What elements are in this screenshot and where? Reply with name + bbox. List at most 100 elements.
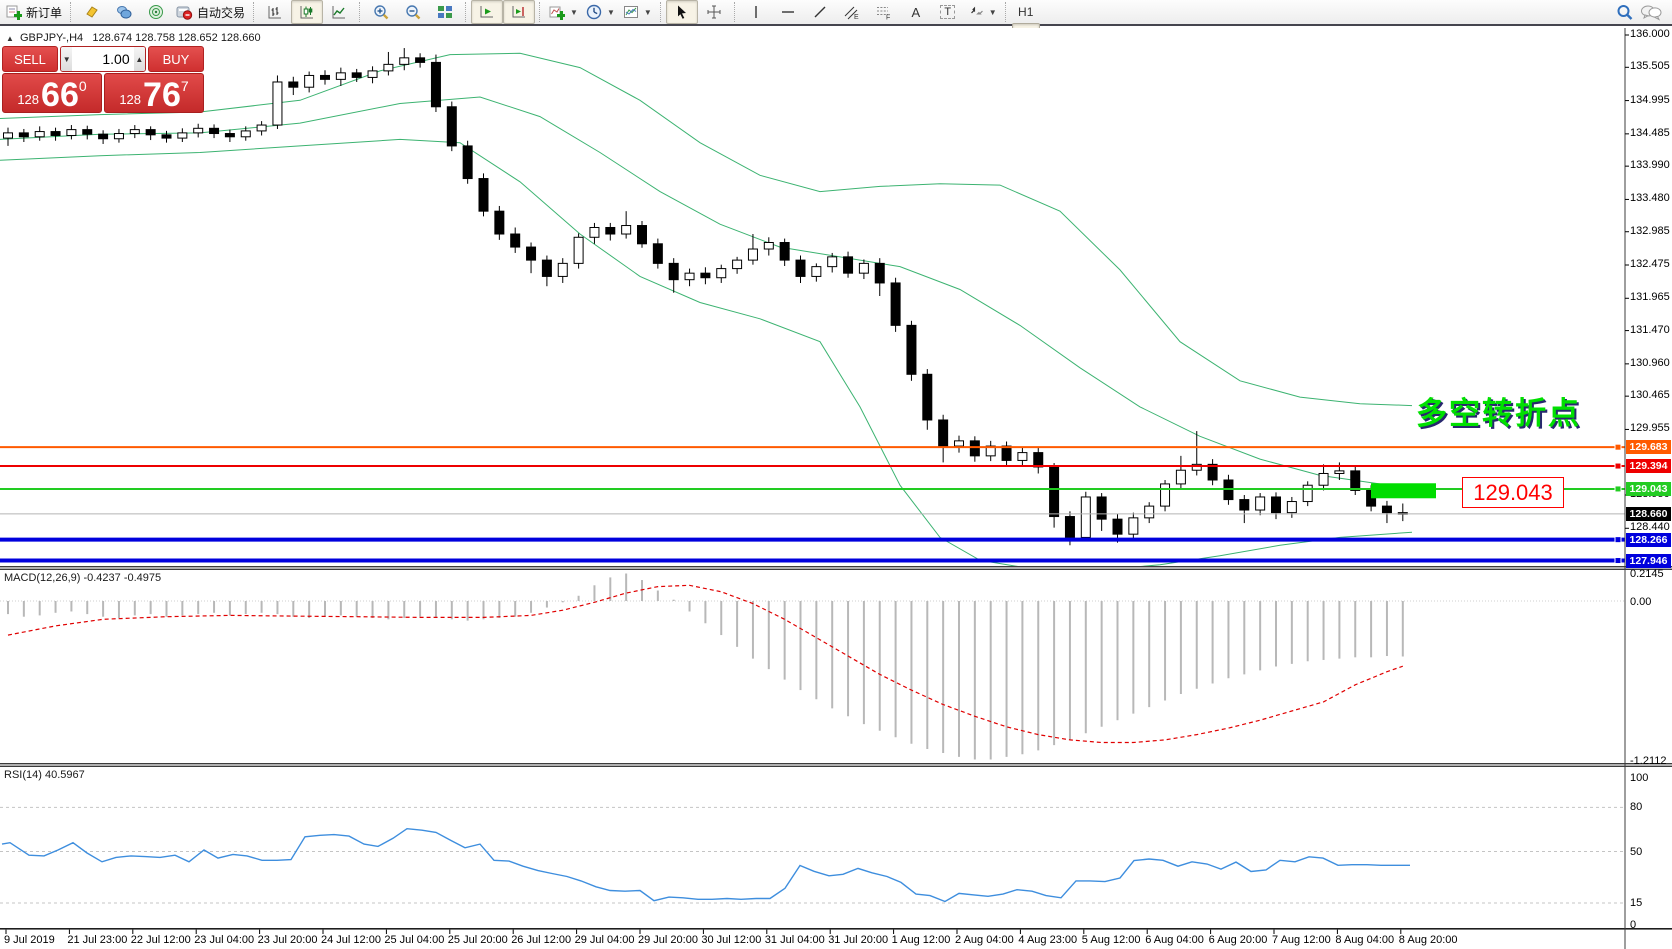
price-line-label[interactable]: 129.683 <box>1626 440 1671 455</box>
trendline-tool[interactable] <box>804 0 836 24</box>
symbol-ohlc: 128.674 128.758 128.652 128.660 <box>92 32 261 44</box>
horizontal-line-tool[interactable] <box>772 0 804 24</box>
text-tool[interactable]: A <box>900 0 932 24</box>
market-watch-button[interactable] <box>76 0 108 24</box>
time-axis-label: 6 Aug 04:00 <box>1145 934 1204 946</box>
periods-icon <box>586 4 602 20</box>
price-line-label[interactable]: 128.266 <box>1626 532 1671 547</box>
candle <box>1175 455 1186 490</box>
toolbar-right-group <box>1616 4 1670 21</box>
sell-price[interactable]: 128 66 0 <box>2 73 102 113</box>
buy-price[interactable]: 128 76 7 <box>104 73 204 113</box>
candle <box>1255 493 1266 516</box>
price-line-label[interactable]: 127.946 <box>1626 553 1671 568</box>
buy-button[interactable]: BUY <box>148 46 204 72</box>
periods-button[interactable]: ▼ <box>582 0 619 24</box>
arrows-tool[interactable]: ▼ <box>964 0 1001 24</box>
buy-price-big: 76 <box>143 76 181 114</box>
text-label-tool[interactable]: T <box>932 0 964 24</box>
sonar-button[interactable] <box>140 0 172 24</box>
line-handle[interactable] <box>1614 485 1622 493</box>
toolbar: 新订单 自动交易 <box>0 0 1672 107</box>
price-line-label[interactable]: 129.394 <box>1626 459 1671 474</box>
toolbar-separator <box>70 2 72 22</box>
price-axis-tick: 132.475 <box>1630 258 1670 270</box>
auto-scroll-button[interactable] <box>471 0 504 24</box>
candle <box>256 121 267 136</box>
time-axis-label: 5 Aug 12:00 <box>1081 934 1141 946</box>
chart-canvas[interactable] <box>0 28 1672 949</box>
channel-tool[interactable]: E <box>836 0 868 24</box>
macd-pane[interactable] <box>0 573 1625 760</box>
candle <box>1271 492 1281 520</box>
auto-scroll-icon <box>479 4 495 20</box>
toolbar-separator <box>359 2 361 22</box>
candle <box>383 51 394 76</box>
candle <box>1302 481 1313 507</box>
new-order-icon <box>6 4 22 20</box>
candle <box>193 123 204 138</box>
pane-separator[interactable] <box>0 568 1672 570</box>
volume-decrease-button[interactable]: ▼ <box>61 47 73 71</box>
candlestick-chart-button[interactable] <box>291 0 324 24</box>
auto-trading-button[interactable]: 自动交易 <box>172 0 249 24</box>
vertical-line-tool[interactable] <box>740 0 772 24</box>
zoom-in-button[interactable] <box>365 0 397 24</box>
pane-separator[interactable] <box>0 763 1672 765</box>
zoom-out-icon <box>405 4 422 20</box>
crosshair-button[interactable] <box>698 0 730 24</box>
bar-chart-icon <box>267 4 283 20</box>
templates-button[interactable]: ▼ <box>619 0 656 24</box>
candle <box>304 71 315 93</box>
tile-windows-button[interactable] <box>429 0 461 24</box>
candle <box>827 252 838 273</box>
channel-icon: E <box>843 4 860 20</box>
current-price-label: 128.660 <box>1626 506 1671 521</box>
toolbar-separator <box>733 2 736 22</box>
candle <box>1350 465 1361 496</box>
indicators-button[interactable]: ▼ <box>545 0 582 24</box>
new-order-button[interactable]: 新订单 <box>2 0 66 24</box>
candle <box>779 238 790 266</box>
price-axis-tick: 136.000 <box>1630 28 1670 40</box>
pane-separator[interactable] <box>0 765 1672 767</box>
bar-chart-button[interactable] <box>259 0 291 24</box>
fibonacci-icon: F <box>875 4 892 20</box>
rsi-pane[interactable] <box>0 806 1625 904</box>
line-handle[interactable] <box>1614 462 1622 470</box>
cursor-button[interactable] <box>665 0 698 24</box>
chart-area[interactable]: ▲ GBPJPY-,H4 128.674 128.758 128.652 128… <box>0 28 1672 949</box>
line-handle[interactable] <box>1614 557 1622 565</box>
candle <box>3 127 13 146</box>
time-axis-label: 2 Aug 04:00 <box>955 934 1014 946</box>
price-pane[interactable] <box>0 48 1413 570</box>
profile-button[interactable] <box>108 0 140 24</box>
highlight-rectangle[interactable] <box>1371 483 1436 499</box>
volume-increase-button[interactable]: ▲ <box>133 47 145 71</box>
search-icon[interactable] <box>1616 4 1634 21</box>
timeframe-button-h1[interactable]: H1 <box>1018 5 1034 19</box>
rsi-scale-label: 100 <box>1630 772 1649 784</box>
sell-button[interactable]: SELL <box>2 46 58 72</box>
volume-input[interactable] <box>72 47 134 71</box>
candle <box>843 251 854 278</box>
candle <box>1080 491 1091 542</box>
price-line-label[interactable]: 129.043 <box>1626 481 1671 496</box>
line-handle[interactable] <box>1614 536 1622 544</box>
zoom-out-button[interactable] <box>397 0 429 24</box>
fibonacci-tool[interactable]: F <box>868 0 900 24</box>
line-chart-button[interactable] <box>323 0 355 24</box>
price-callout-box[interactable]: 129.043 <box>1462 477 1564 508</box>
sell-price-sup: 0 <box>78 78 87 94</box>
candle <box>1001 441 1012 467</box>
price-axis-tick: 129.955 <box>1630 422 1670 435</box>
time-axis-label: 7 Aug 12:00 <box>1272 934 1331 946</box>
line-handle[interactable] <box>1614 443 1622 451</box>
candle <box>34 126 45 141</box>
chart-shift-button[interactable] <box>503 0 536 24</box>
toolbar-separator <box>1004 2 1007 22</box>
pane-separator[interactable] <box>0 566 1672 568</box>
chat-icon[interactable] <box>1640 4 1662 21</box>
macd-scale-min: -1.2112 <box>1630 754 1667 767</box>
collapse-triangle-icon[interactable]: ▲ <box>6 34 14 43</box>
